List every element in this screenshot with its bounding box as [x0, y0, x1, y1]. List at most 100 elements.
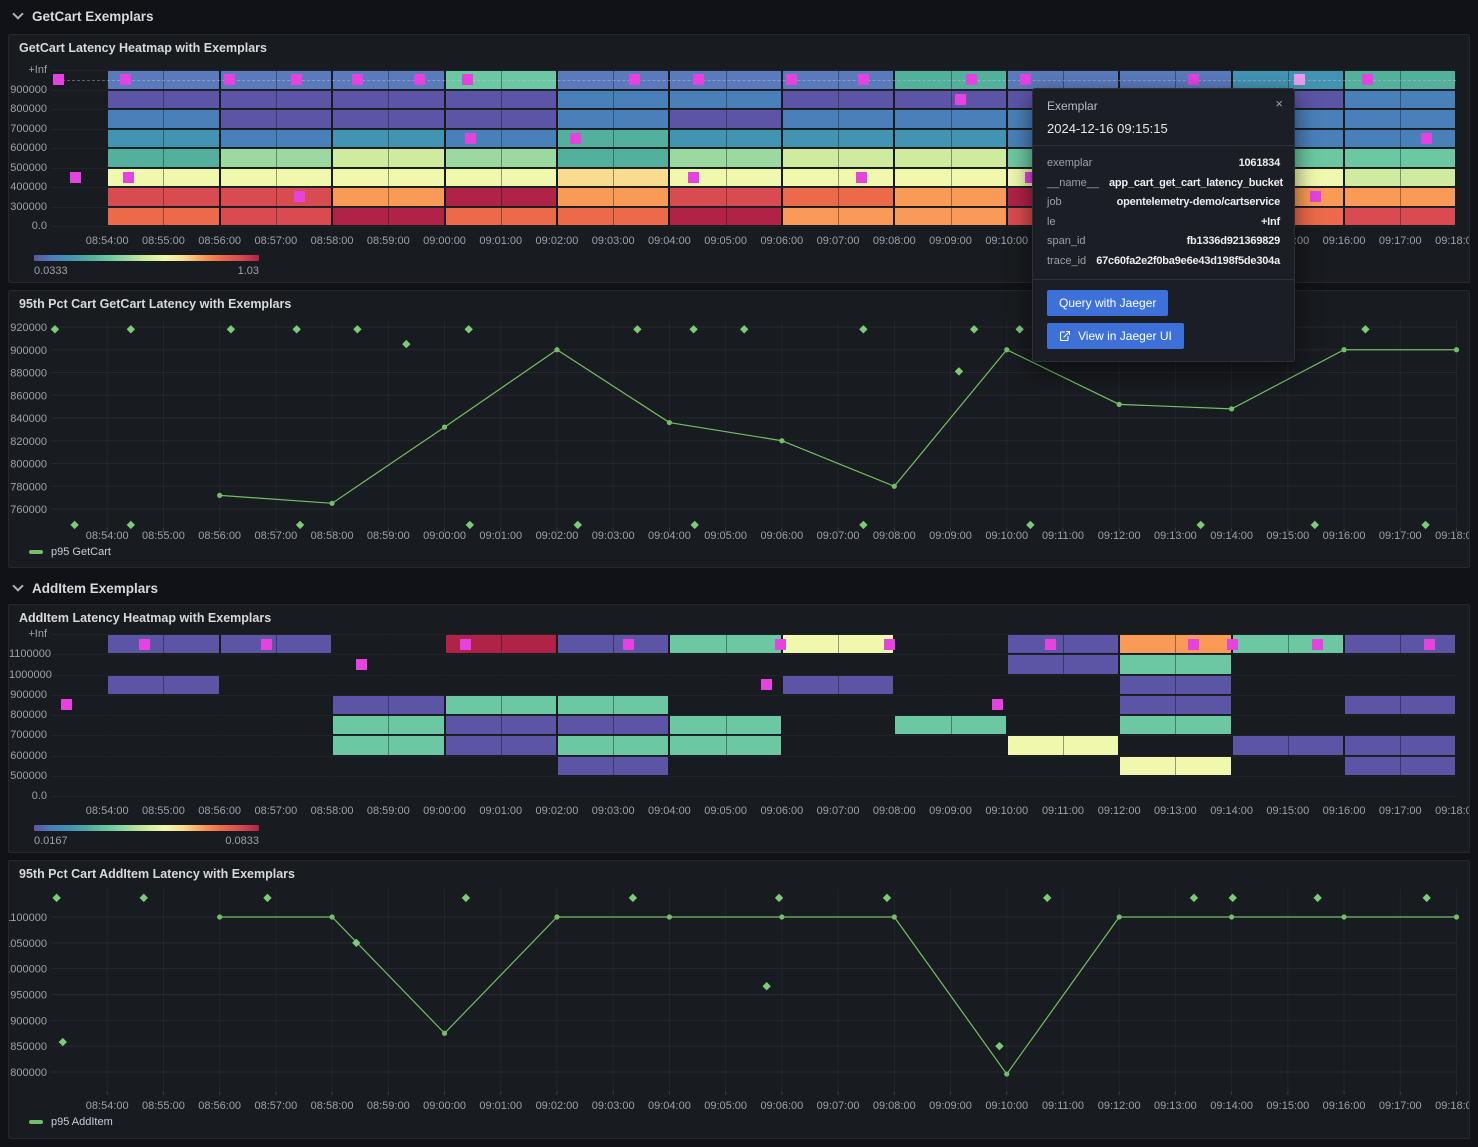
series-point[interactable]	[441, 1030, 448, 1036]
series-point[interactable]	[441, 424, 448, 430]
exemplar-marker[interactable]	[628, 74, 640, 86]
exemplar-diamond[interactable]	[353, 325, 362, 334]
exemplar-diamond[interactable]	[628, 893, 638, 903]
exemplar-diamond[interactable]	[464, 325, 473, 334]
exemplar-diamond[interactable]	[1228, 893, 1237, 903]
exemplar-diamond[interactable]	[461, 893, 471, 903]
exemplar-marker[interactable]	[857, 74, 869, 86]
panel-title[interactable]: 95th Pct Cart AddItem Latency with Exemp…	[19, 867, 296, 881]
exemplar-marker[interactable]	[688, 171, 700, 183]
exemplar-diamond[interactable]	[70, 520, 79, 530]
exemplar-diamond[interactable]	[292, 325, 301, 334]
exemplar-marker[interactable]	[413, 74, 425, 86]
exemplar-marker[interactable]	[1024, 171, 1036, 183]
exemplar-marker[interactable]	[293, 191, 305, 203]
exemplar-marker[interactable]	[1421, 132, 1433, 144]
series-point[interactable]	[1229, 406, 1235, 412]
series-point[interactable]	[217, 914, 223, 920]
series-point[interactable]	[666, 914, 673, 920]
exemplar-marker[interactable]	[954, 93, 966, 105]
exemplar-diamond[interactable]	[573, 520, 582, 530]
exemplar-marker[interactable]	[1312, 638, 1324, 650]
series-point[interactable]	[891, 914, 897, 920]
exemplar-marker[interactable]	[291, 74, 303, 86]
row-header-getcart[interactable]: GetCart Exemplars	[0, 2, 1478, 30]
exemplar-marker[interactable]	[461, 74, 473, 86]
exemplar-marker[interactable]	[570, 132, 582, 144]
exemplar-diamond[interactable]	[969, 325, 979, 334]
series-point[interactable]	[1341, 914, 1347, 920]
exemplar-diamond[interactable]	[739, 325, 749, 334]
series-point[interactable]	[329, 500, 335, 506]
series-point[interactable]	[1453, 914, 1460, 920]
exemplar-diamond[interactable]	[226, 325, 236, 334]
series-point[interactable]	[666, 419, 673, 426]
exemplar-diamond[interactable]	[1422, 893, 1431, 903]
exemplar-diamond[interactable]	[633, 325, 642, 334]
series-point[interactable]	[1116, 914, 1122, 920]
exemplar-diamond[interactable]	[995, 1041, 1004, 1051]
query-with-jaeger-button[interactable]: Query with Jaeger	[1047, 290, 1169, 316]
panel-title[interactable]: 95th Pct Cart GetCart Latency with Exemp…	[19, 297, 292, 311]
series-legend[interactable]: p95 AddItem	[29, 1116, 113, 1128]
exemplar-diamond[interactable]	[465, 520, 475, 530]
exemplar-marker[interactable]	[884, 638, 896, 650]
exemplar-marker[interactable]	[1044, 638, 1056, 650]
exemplar-marker[interactable]	[1019, 74, 1031, 86]
exemplar-marker[interactable]	[465, 132, 477, 144]
exemplar-marker[interactable]	[1293, 74, 1305, 86]
series-point[interactable]	[1341, 347, 1347, 353]
exemplar-marker[interactable]	[260, 638, 272, 650]
series-point[interactable]	[1229, 914, 1235, 920]
series-point[interactable]	[779, 914, 785, 920]
series-point[interactable]	[1453, 347, 1460, 353]
exemplar-diamond[interactable]	[690, 520, 699, 530]
exemplar-marker[interactable]	[991, 699, 1003, 711]
exemplar-marker[interactable]	[120, 74, 132, 86]
exemplar-marker[interactable]	[459, 638, 471, 650]
view-in-jaeger-button[interactable]: View in Jaeger UI	[1047, 323, 1184, 349]
exemplar-diamond[interactable]	[263, 893, 272, 903]
exemplar-diamond[interactable]	[295, 520, 305, 530]
exemplar-diamond[interactable]	[1310, 520, 1320, 530]
exemplar-marker[interactable]	[60, 699, 72, 711]
series-point[interactable]	[329, 914, 335, 920]
series-point[interactable]	[1004, 1071, 1010, 1077]
exemplar-diamond[interactable]	[859, 520, 868, 530]
series-point[interactable]	[217, 492, 223, 498]
exemplar-diamond[interactable]	[1361, 325, 1370, 334]
exemplar-diamond[interactable]	[762, 982, 771, 991]
exemplar-marker[interactable]	[1362, 74, 1374, 86]
exemplar-marker[interactable]	[1188, 74, 1200, 86]
exemplar-diamond[interactable]	[1015, 325, 1024, 334]
series-point[interactable]	[554, 914, 560, 920]
exemplar-marker[interactable]	[774, 638, 786, 650]
exemplar-marker[interactable]	[356, 658, 368, 670]
close-icon[interactable]: ×	[1275, 96, 1283, 111]
exemplar-diamond[interactable]	[954, 367, 964, 376]
exemplar-diamond[interactable]	[50, 325, 60, 334]
exemplar-diamond[interactable]	[859, 325, 868, 334]
exemplar-marker[interactable]	[693, 74, 705, 86]
exemplar-diamond[interactable]	[1043, 893, 1052, 903]
exemplar-marker[interactable]	[123, 171, 135, 183]
exemplar-marker[interactable]	[761, 679, 773, 691]
exemplar-diamond[interactable]	[1026, 520, 1035, 530]
series-point[interactable]	[1004, 347, 1010, 353]
exemplar-diamond[interactable]	[774, 893, 784, 903]
exemplar-marker[interactable]	[1227, 638, 1239, 650]
series-point[interactable]	[779, 438, 785, 444]
series-legend[interactable]: p95 GetCart	[29, 546, 111, 558]
exemplar-diamond[interactable]	[1421, 520, 1430, 530]
exemplar-diamond[interactable]	[126, 325, 136, 334]
exemplar-marker[interactable]	[52, 74, 64, 86]
series-point[interactable]	[554, 347, 560, 353]
exemplar-marker[interactable]	[351, 74, 363, 86]
panel-title[interactable]: GetCart Latency Heatmap with Exemplars	[19, 41, 267, 55]
exemplar-diamond[interactable]	[402, 339, 411, 349]
exemplar-diamond[interactable]	[126, 520, 136, 530]
panel-title[interactable]: AddItem Latency Heatmap with Exemplars	[19, 611, 272, 625]
exemplar-diamond[interactable]	[139, 893, 148, 903]
series-point[interactable]	[1116, 401, 1122, 407]
exemplar-marker[interactable]	[69, 171, 81, 183]
